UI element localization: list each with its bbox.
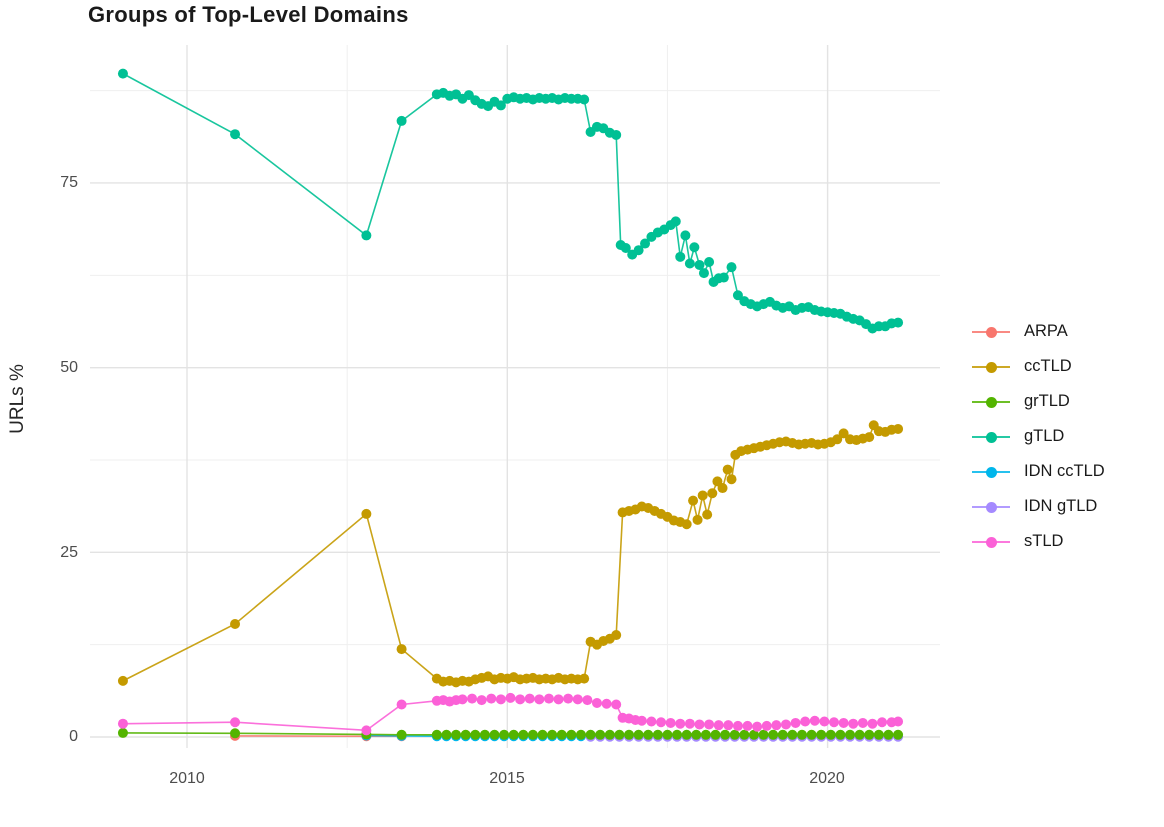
legend-item-gtld: gTLD [972,419,1105,454]
legend-label: sTLD [1024,532,1064,550]
legend-label: gTLD [1024,427,1065,445]
y-tick-label-0: 0 [69,728,78,745]
legend-key-stld-icon [972,536,1010,548]
legend-item-idn-cctld: IDN ccTLD [972,454,1105,489]
legend-item-idn-gtld: IDN gTLD [972,489,1105,524]
legend-label: IDN gTLD [1024,497,1098,515]
legend-label: IDN ccTLD [1024,462,1105,480]
x-tick-label-2020: 2020 [809,770,845,787]
legend-label: grTLD [1024,392,1070,410]
y-tick-label-50: 50 [60,359,78,376]
legend-label: ARPA [1024,322,1068,340]
legend-key-arpa-icon [972,326,1010,338]
legend-item-arpa: ARPA [972,314,1105,349]
legend-item-stld: sTLD [972,524,1105,559]
legend-key-idn-gtld-icon [972,501,1010,513]
legend-label: ccTLD [1024,357,1072,375]
x-tick-label-2010: 2010 [169,770,205,787]
legend-key-grtld-icon [972,396,1010,408]
x-tick-label-2015: 2015 [489,770,525,787]
legend-key-idn-cctld-icon [972,466,1010,478]
legend-item-grtld: grTLD [972,384,1105,419]
legend: ARPA ccTLD grTLD gTLD IDN ccTLD IDN gTLD… [972,314,1105,559]
legend-key-gtld-icon [972,431,1010,443]
y-tick-label-75: 75 [60,174,78,191]
chart-title: Groups of Top-Level Domains [88,2,409,27]
y-axis-title: URLs % [7,364,28,434]
legend-item-cctld: ccTLD [972,349,1105,384]
y-tick-label-25: 25 [60,544,78,561]
legend-key-cctld-icon [972,361,1010,373]
